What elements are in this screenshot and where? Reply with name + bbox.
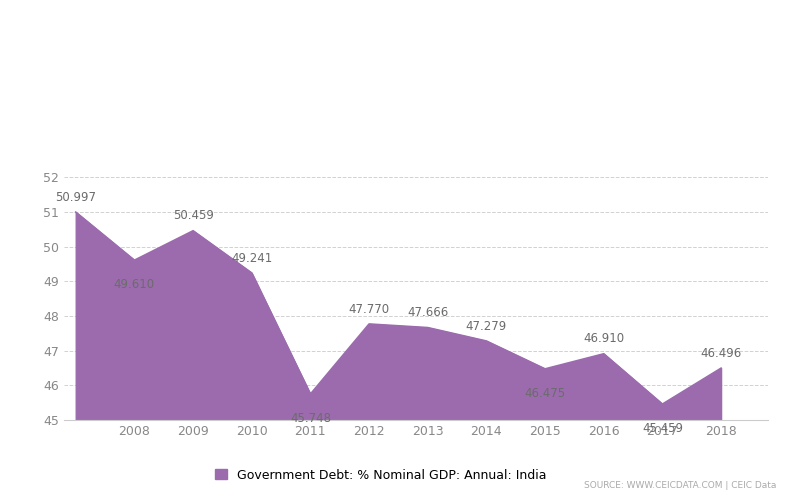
Text: 45.748: 45.748 (290, 412, 331, 425)
Text: India Government Debt: % of GDP: India Government Debt: % of GDP (228, 53, 572, 71)
Text: SOURCE: WWW.CEICDATA.COM | CEIC Data: SOURCE: WWW.CEICDATA.COM | CEIC Data (584, 481, 776, 490)
Text: 46.475: 46.475 (525, 387, 566, 400)
Text: 47.770: 47.770 (349, 302, 390, 316)
Text: 47.666: 47.666 (407, 306, 448, 319)
Text: 46.496: 46.496 (701, 347, 742, 360)
Text: 45.459: 45.459 (642, 422, 683, 435)
Text: 49.610: 49.610 (114, 278, 155, 291)
Text: 46.910: 46.910 (583, 332, 624, 345)
Text: 49.241: 49.241 (231, 252, 272, 264)
Text: 50.459: 50.459 (173, 210, 214, 222)
Legend: Government Debt: % Nominal GDP: Annual: India: Government Debt: % Nominal GDP: Annual: … (210, 464, 552, 486)
Text: 47.279: 47.279 (466, 320, 507, 332)
Text: 2009 to 2018: 2009 to 2018 (334, 95, 466, 113)
Text: 50.997: 50.997 (55, 191, 96, 204)
